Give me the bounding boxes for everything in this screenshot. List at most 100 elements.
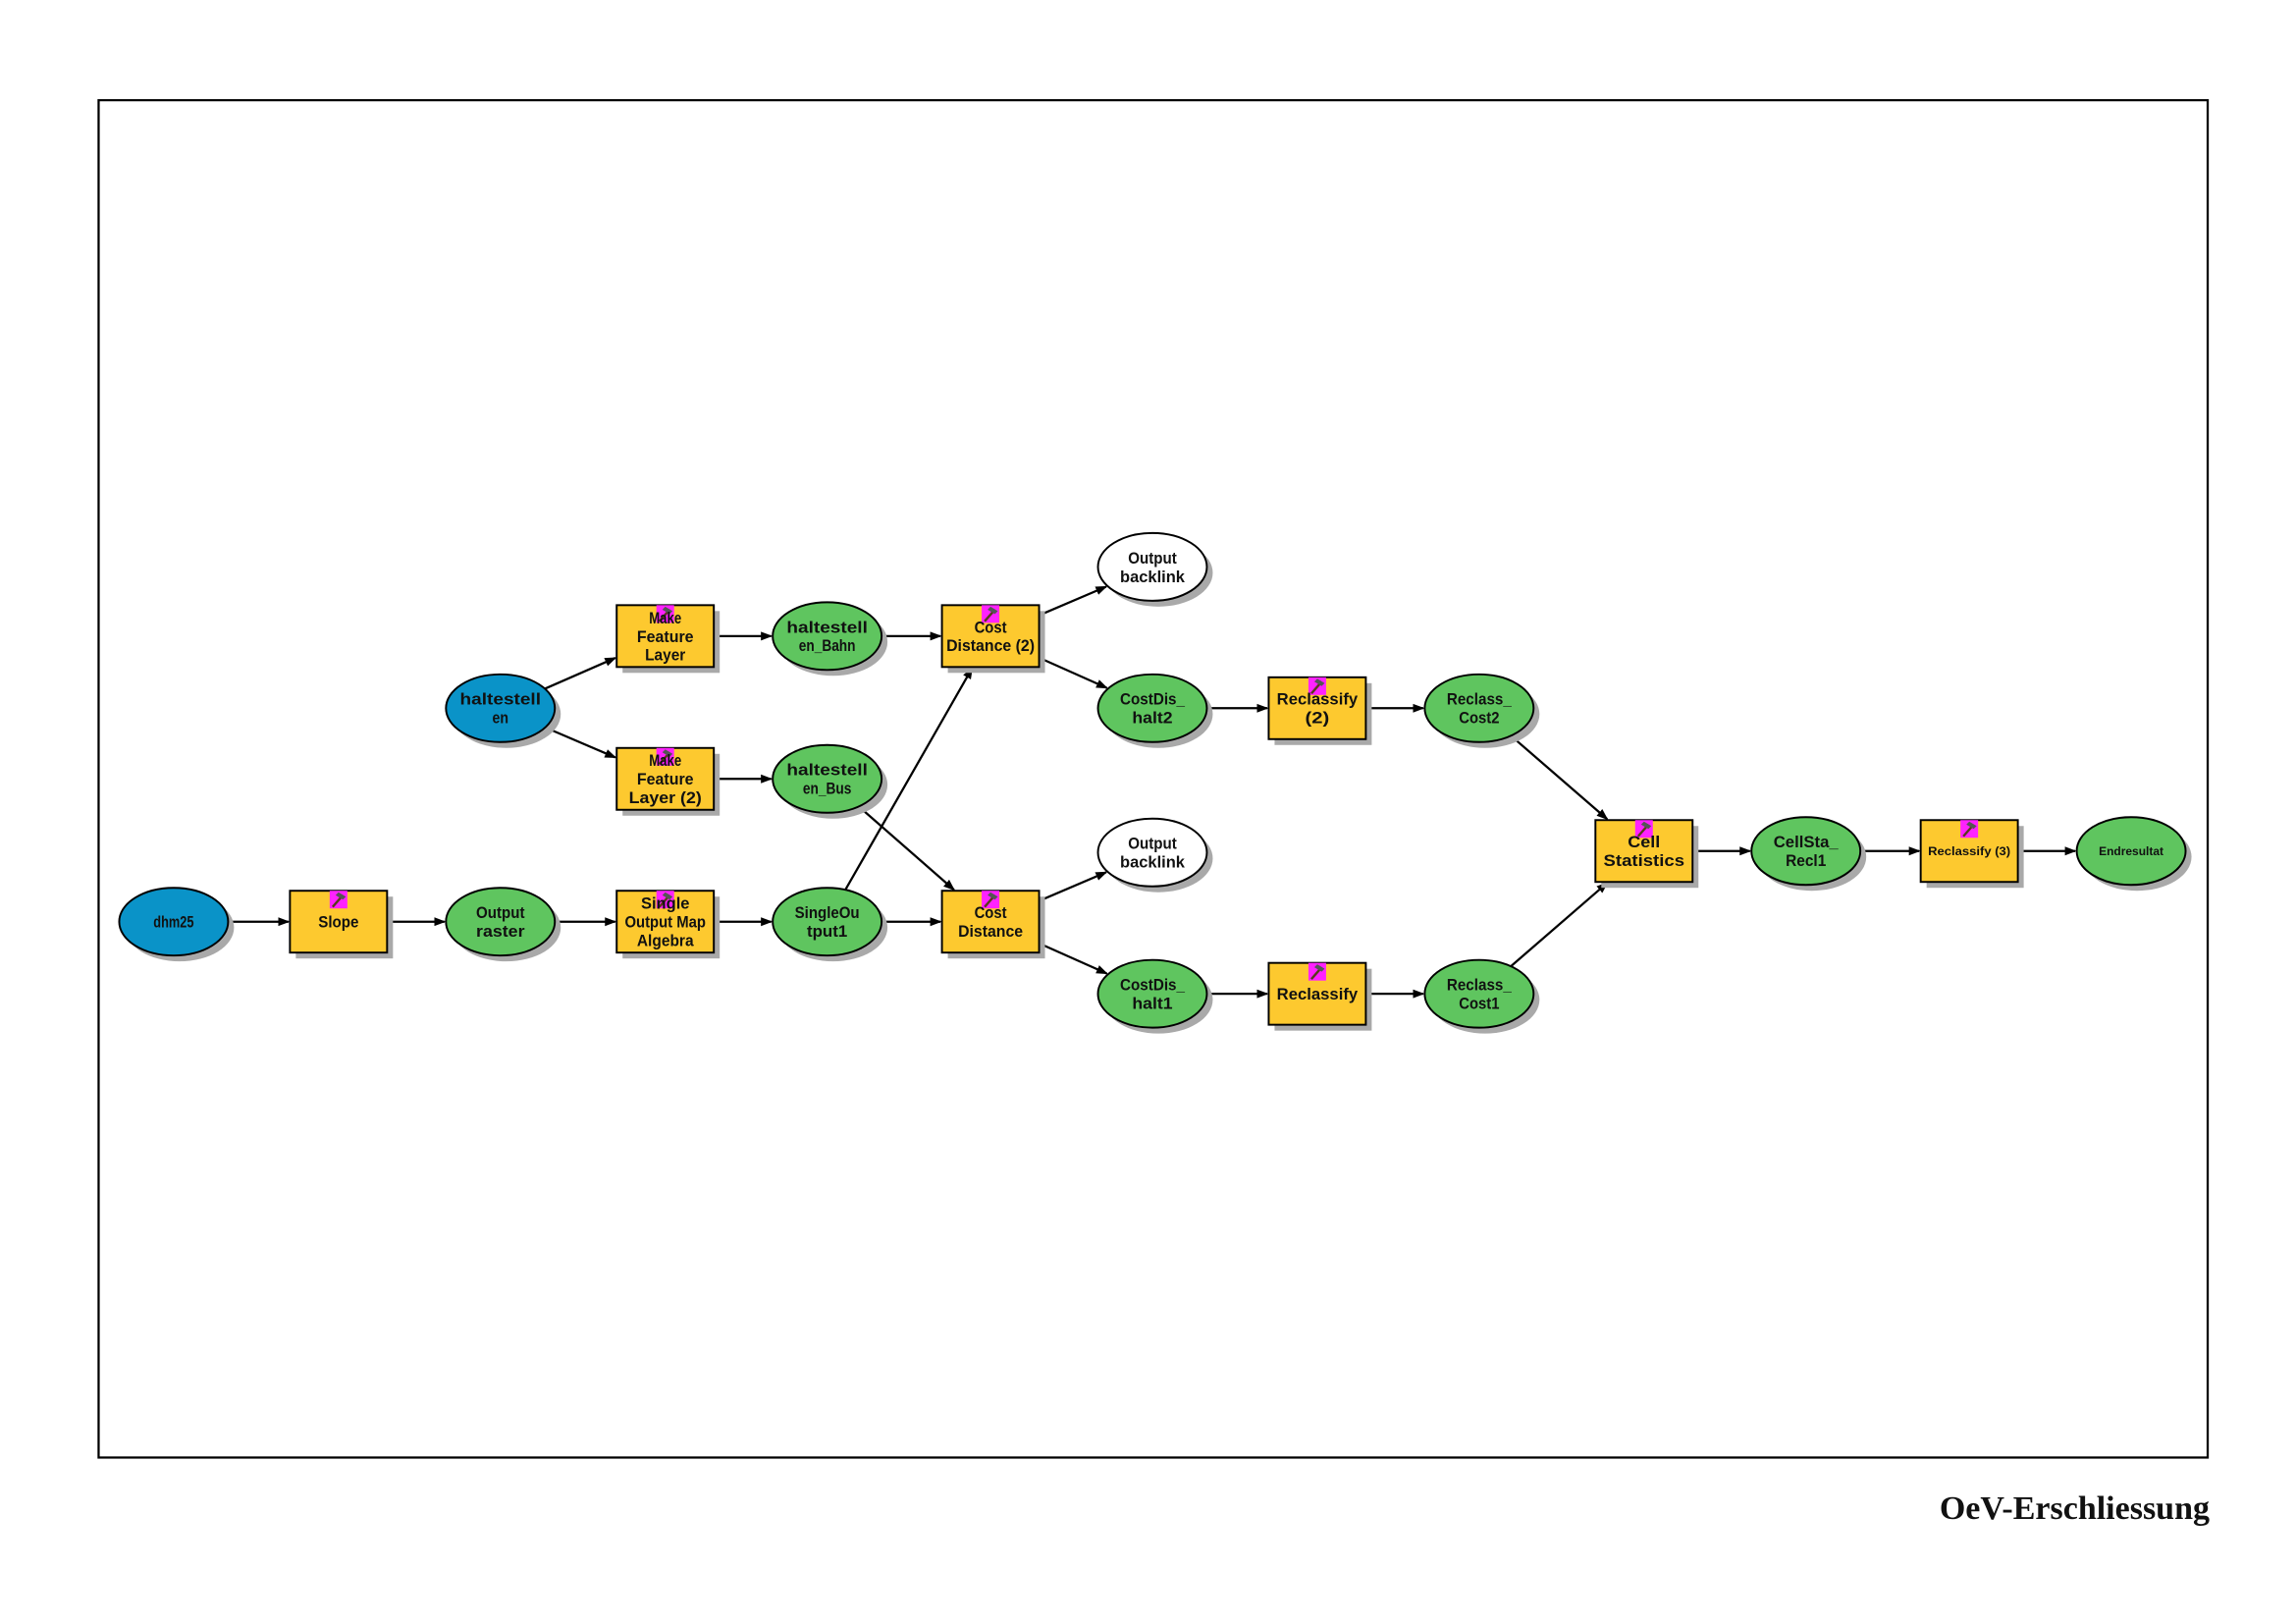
data-ellipse [445,887,557,957]
node-label: Output [1128,836,1177,853]
node-label: Feature [637,628,694,646]
connector-costdist2-to-costdis_halt2 [1039,656,1108,689]
data-ellipse [1096,958,1208,1029]
node-label: backlink [1120,854,1186,872]
data-reclass_cost2[interactable]: Reclass_Cost2 [1423,673,1540,748]
node-label: Make [649,610,681,627]
node-label: CellSta_ [1774,834,1840,851]
connector-reclass_cost2-to-cellstats [1510,734,1609,821]
node-label: Output [476,904,525,922]
tool-reclassify3[interactable]: Reclassify (3) [1919,819,2024,889]
node-label: Cost [975,619,1007,636]
node-label: en_Bus [803,781,851,798]
hammer-icon [656,747,674,766]
hammer-icon [982,605,1000,623]
data-costdis_halt1[interactable]: CostDis_halt1 [1096,958,1213,1034]
tool-reclassify2[interactable]: Reclassify(2) [1267,676,1372,745]
node-label: CostDis_ [1120,691,1186,709]
data-ellipse [1096,531,1208,602]
node-label: (2) [1306,710,1330,728]
connector-costdist-to-backlink1 [1039,871,1108,902]
data-ellipse [445,673,557,743]
node-label: Reclassify [1277,691,1359,709]
hammer-icon [982,891,1000,909]
data-ellipse [2075,816,2187,887]
node-label: SingleOu [795,904,860,922]
node-label: Output [1128,550,1177,568]
node-label: Algebra [637,933,695,950]
data-endresultat[interactable]: Endresultat [2075,816,2192,892]
connector-reclass_cost1-to-cellstats [1510,882,1609,968]
node-label: Layer [645,647,686,665]
data-ellipse [1423,673,1535,743]
node-label: backlink [1120,568,1186,586]
data-ellipse [118,887,230,957]
node-label: Cell [1628,834,1660,851]
node-label: Single [641,895,689,913]
data-ellipse [1096,673,1208,743]
data-costdis_halt2[interactable]: CostDis_halt2 [1096,673,1213,748]
node-label: Reclassify [1277,986,1359,1003]
node-label: tput1 [807,923,847,941]
node-label: haltestell [786,762,867,780]
hammer-icon [1308,677,1326,695]
node-label: haltestell [460,691,541,709]
tool-slope[interactable]: Slope [289,890,394,959]
node-label: Layer (2) [629,789,702,807]
data-reclass_cost1[interactable]: Reclass_Cost1 [1423,958,1540,1034]
connector-hs_bus-to-costdist [858,805,956,892]
node-label: Distance (2) [946,637,1035,655]
data-ellipse [1750,816,1862,887]
hammer-icon [329,891,347,909]
diagram-frame [97,98,2210,1459]
node-label: Statistics [1604,852,1684,870]
node-label: Distance [958,923,1023,941]
node-label: Reclassify (3) [1928,844,2010,858]
data-cellsta_recl1[interactable]: CellSta_Recl1 [1750,816,1867,892]
node-label: Make [649,752,681,770]
tool-reclassify[interactable]: Reclassify [1267,961,1372,1031]
node-label: Reclass_ [1447,977,1513,995]
node-label: en [493,710,508,728]
data-dhm25[interactable]: dhm25 [118,887,235,962]
diagram-title: OeV-Erschliessung [1939,1490,2210,1527]
data-ellipse [1096,817,1208,888]
connections [228,585,2077,999]
node-label: dhm25 [153,914,193,932]
connector-costdist2-to-backlink2 [1039,585,1108,617]
connector-singleout1-to-costdist2 [844,667,974,891]
node-label: Recl1 [1786,852,1826,870]
hammer-icon [1308,962,1326,981]
hammer-icon [656,605,674,623]
node-label: Cost2 [1459,710,1499,728]
node-label: Slope [318,914,358,932]
connector-costdist-to-costdis_halt1 [1039,942,1108,975]
node-label: halt1 [1132,996,1172,1013]
data-ellipse [772,601,883,672]
hammer-icon [1960,820,1979,839]
node-label: Cost [975,904,1007,922]
connector-haltestellen-to-mfl [544,657,617,690]
node-label: Cost1 [1459,996,1499,1013]
node-label: raster [476,923,525,941]
data-ellipse [1423,958,1535,1029]
node-label: Feature [637,771,694,788]
node-label: en_Bahn [799,637,856,655]
hammer-icon [1634,820,1653,839]
data-ellipse [772,743,883,814]
